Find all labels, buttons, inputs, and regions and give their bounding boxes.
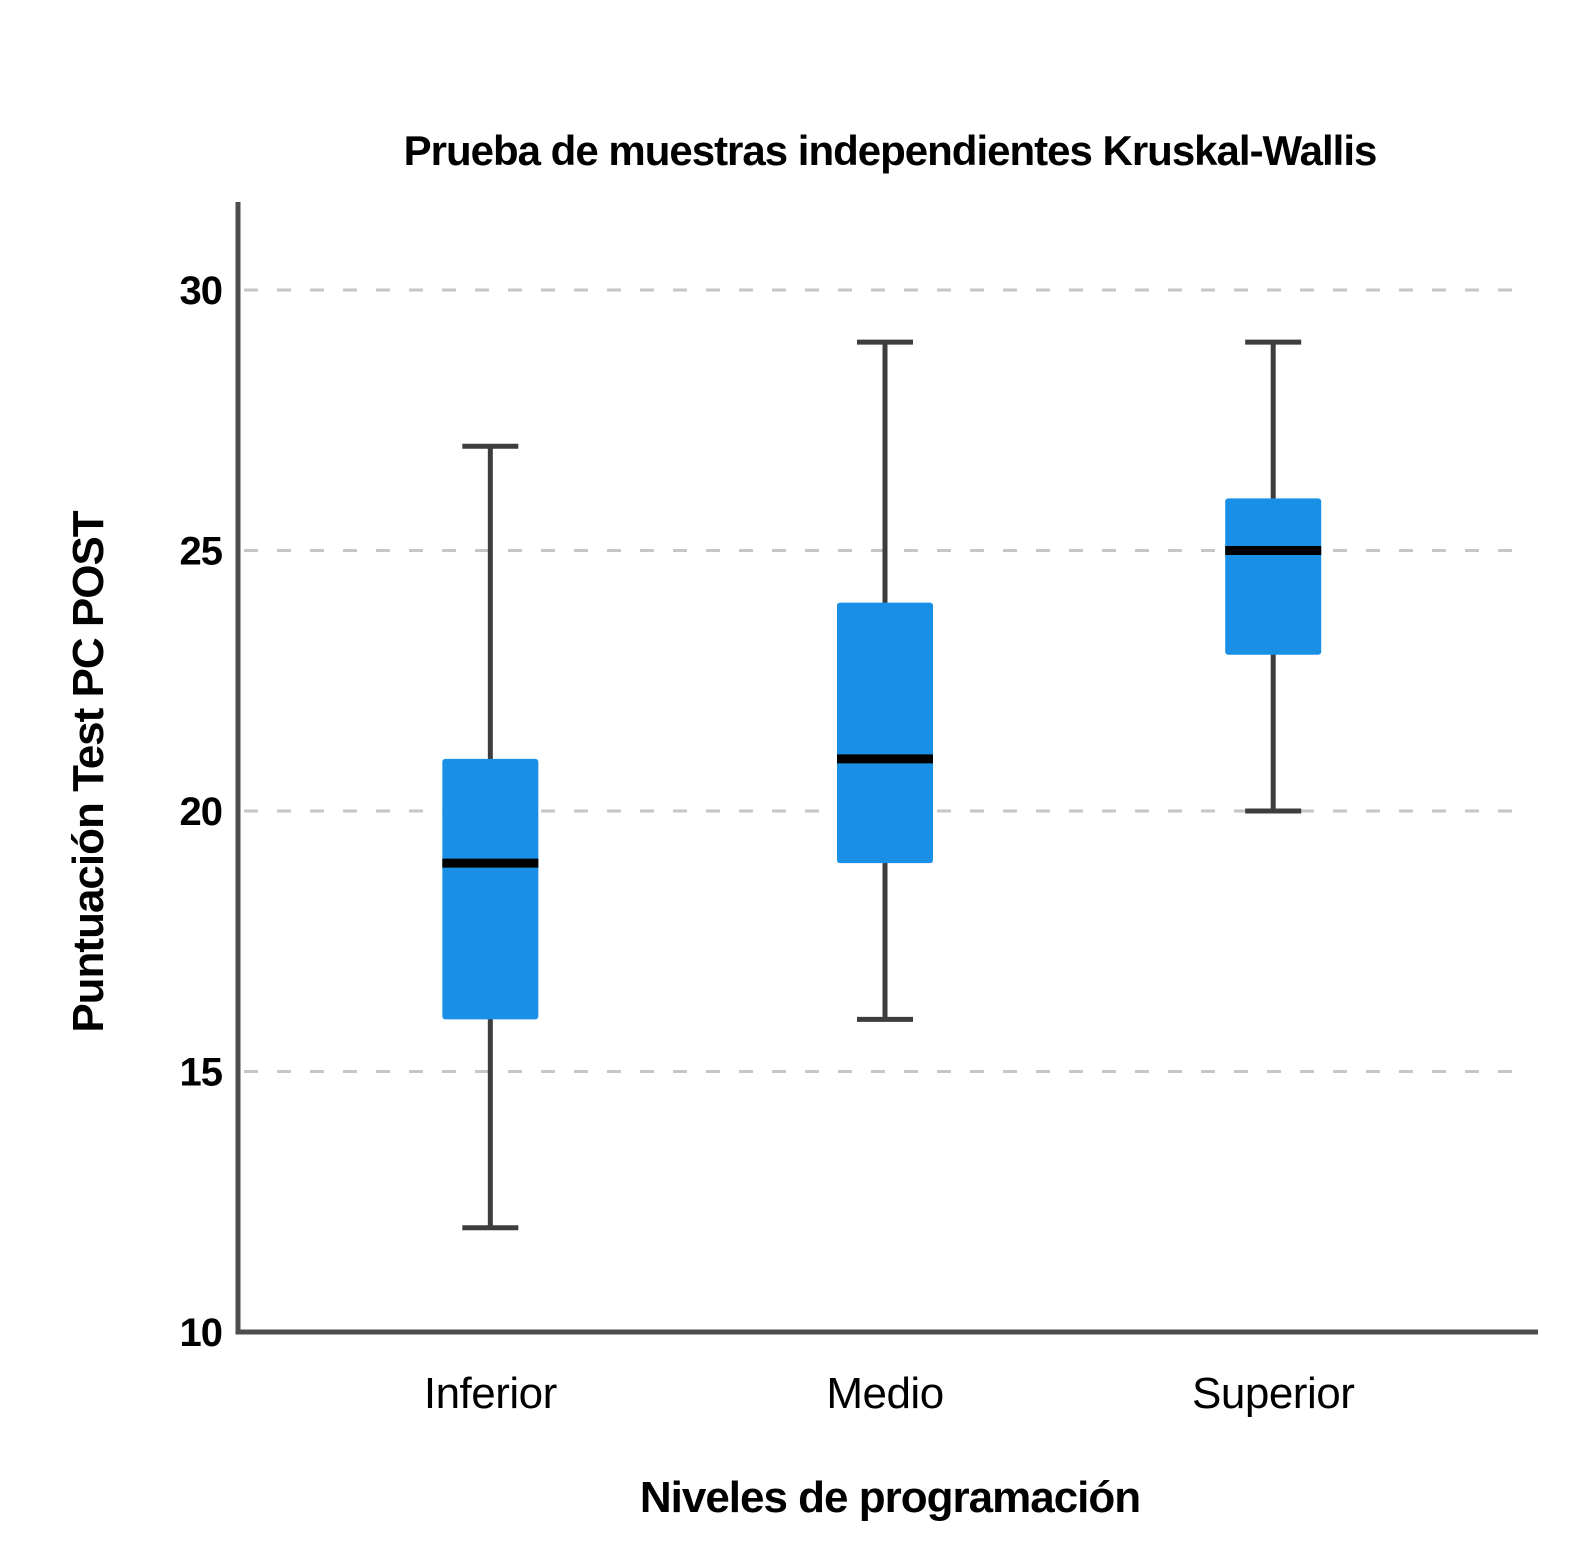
y-tick-label-30: 30 [180,269,223,313]
chart-title: Prueba de muestras independientes Kruska… [404,127,1377,174]
boxplot-series [442,339,1322,1231]
boxplot-inferior [442,443,539,1231]
x-category-label-medio: Medio [826,1369,943,1418]
iqr-box [442,758,539,1020]
x-category-labels: Inferior Medio Superior [424,1369,1355,1418]
iqr-box [837,602,933,864]
y-tick-label-25: 25 [180,530,223,574]
y-tick-label-20: 20 [180,790,223,834]
x-category-label-inferior: Inferior [424,1369,557,1418]
boxplot-superior [1225,339,1322,814]
y-axis-label: Puntuación Test PC POST [64,510,113,1032]
y-tick-label-15: 15 [180,1051,223,1095]
y-tick-labels: 30 25 20 15 10 [180,269,224,1355]
iqr-box [1225,498,1322,655]
boxplot-medio [837,339,933,1022]
x-axis-label: Niveles de programación [640,1473,1140,1522]
y-tick-label-10: 10 [180,1311,223,1355]
x-category-label-superior: Superior [1192,1369,1354,1418]
